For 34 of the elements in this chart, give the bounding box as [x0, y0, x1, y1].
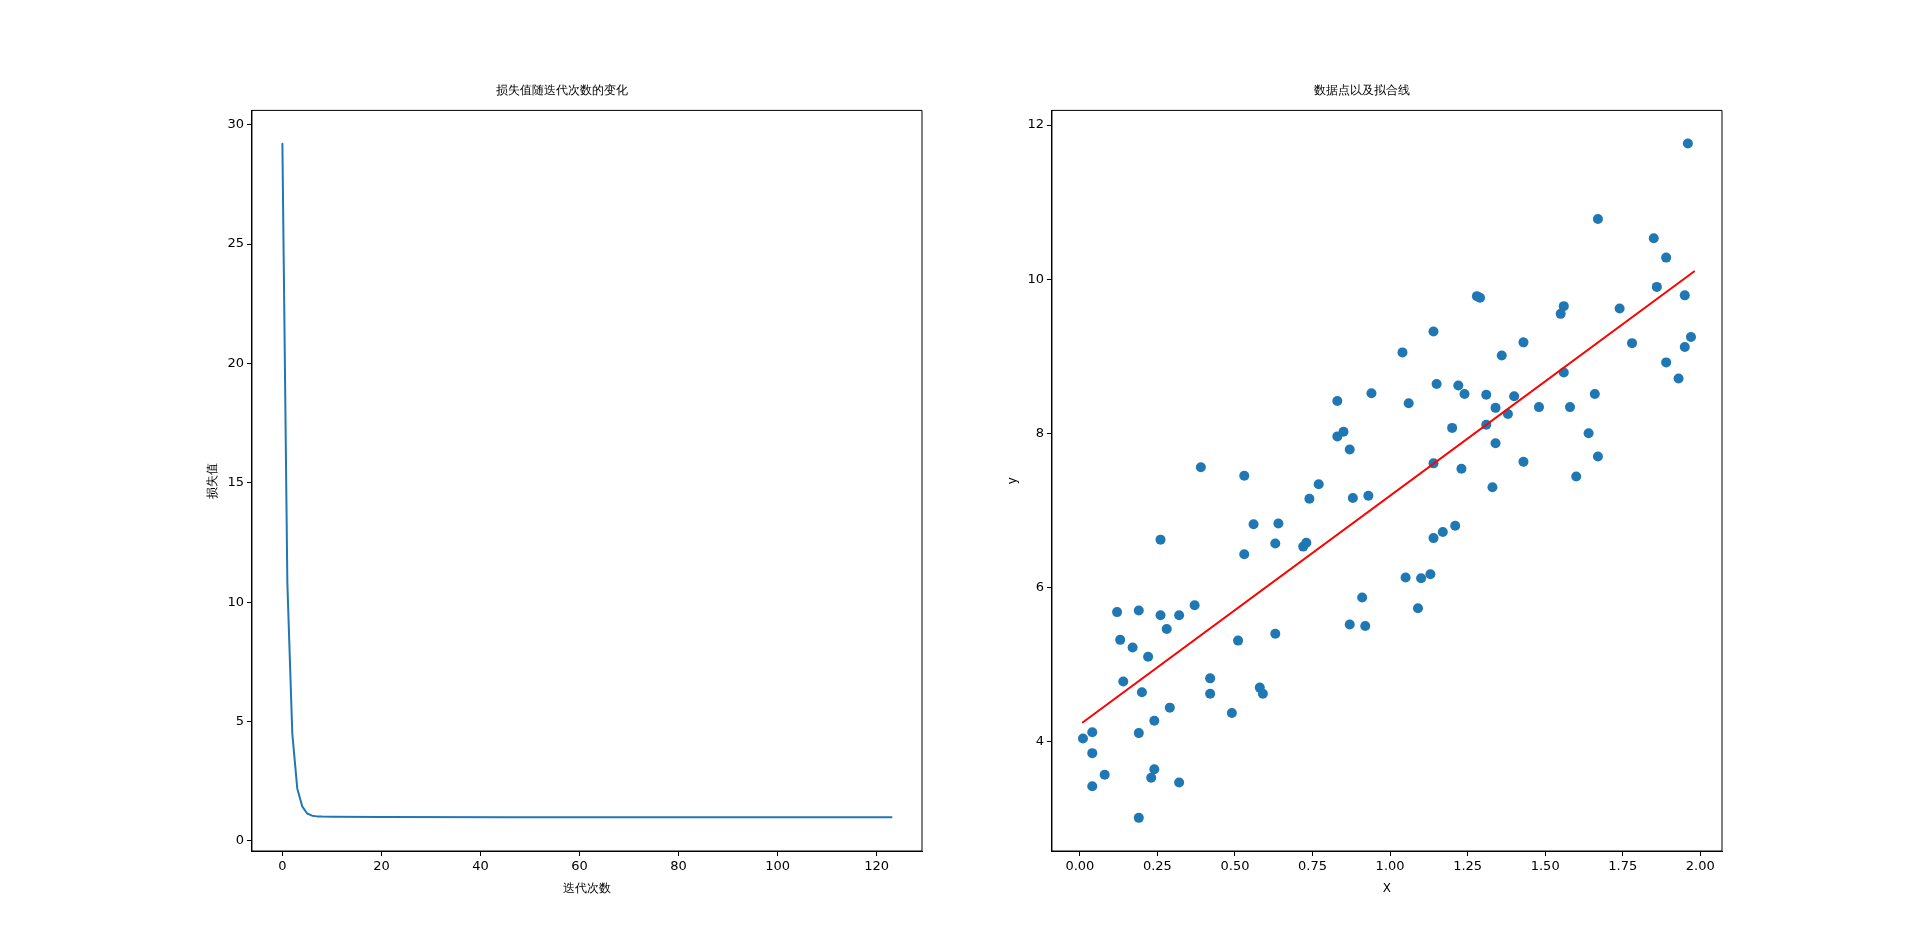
- y-tick-label: 30: [227, 116, 244, 132]
- x-tick-label: 0.00: [1065, 858, 1095, 874]
- x-tick-label: 20: [373, 858, 390, 874]
- x-tick-label: 60: [571, 858, 588, 874]
- x-tick-label: 1.00: [1375, 858, 1405, 874]
- y-axis-title: y: [1005, 477, 1020, 485]
- x-tick-label: 0: [278, 858, 287, 874]
- y-tick-label: 4: [1035, 732, 1044, 748]
- x-tick-label: 120: [864, 858, 890, 874]
- y-tick-label: 0: [235, 832, 244, 848]
- x-tick-label: 0.50: [1220, 858, 1250, 874]
- x-tick-label: 1.75: [1608, 858, 1638, 874]
- y-tick-label: 5: [235, 712, 244, 728]
- y-axis-title: 损失值: [205, 462, 220, 499]
- x-tick-label: 0.75: [1298, 858, 1327, 874]
- y-tick-label: 8: [1035, 424, 1044, 440]
- x-tick-label: 0.25: [1142, 858, 1172, 874]
- x-tick-label: 2.00: [1685, 858, 1715, 874]
- x-tick-label: 40: [472, 858, 489, 874]
- x-axis-title: X: [1382, 880, 1392, 895]
- chart-title: 数据点以及拟合线: [1314, 83, 1410, 98]
- y-tick-label: 12: [1027, 116, 1044, 132]
- y-tick-label: 10: [1027, 270, 1044, 286]
- x-axis-title: 迭代次数: [562, 880, 611, 895]
- y-tick-label: 6: [1035, 578, 1044, 594]
- y-tick-label: 10: [227, 593, 244, 609]
- y-tick-label: 20: [227, 354, 244, 370]
- x-tick-label: 100: [765, 858, 791, 874]
- chart-title: 损失值随迭代次数的变化: [496, 83, 628, 98]
- y-tick-label: 25: [227, 235, 244, 251]
- x-tick-label: 1.25: [1453, 858, 1483, 874]
- y-tick-label: 15: [227, 474, 244, 490]
- x-tick-label: 1.50: [1530, 858, 1560, 874]
- x-tick-label: 80: [670, 858, 687, 874]
